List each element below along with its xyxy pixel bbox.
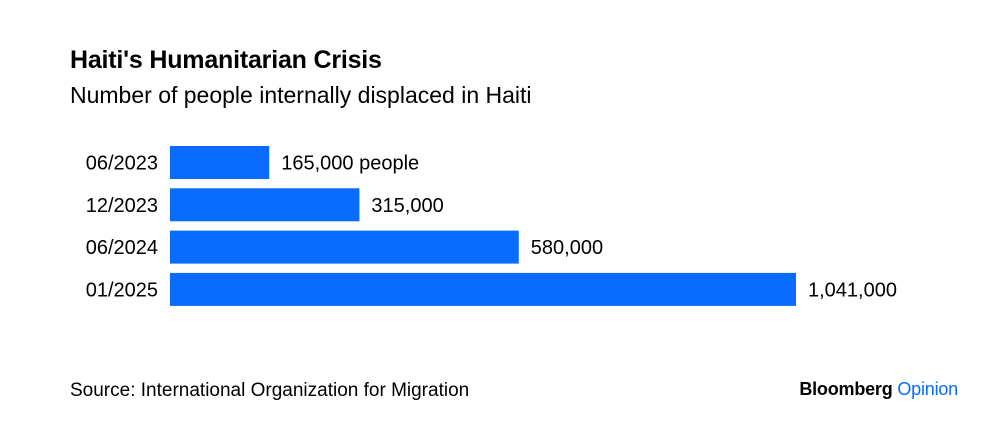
category-label: 01/2025	[86, 279, 158, 301]
bar	[170, 230, 519, 264]
value-label: 165,000 people	[281, 153, 419, 175]
chart-subtitle: Number of people internally displaced in…	[70, 82, 532, 108]
chart-title: Haiti's Humanitarian Crisis	[70, 46, 382, 74]
bar	[170, 146, 270, 179]
bloomberg-opinion-logo: Bloomberg Opinion	[799, 379, 958, 400]
brand-secondary: Opinion	[897, 379, 958, 399]
value-label: 580,000	[531, 237, 603, 259]
bar	[170, 272, 796, 306]
category-label: 06/2023	[86, 153, 158, 175]
source-note: Source: International Organization for M…	[70, 380, 470, 401]
category-label: 12/2023	[86, 195, 158, 217]
value-label: 1,041,000	[808, 279, 897, 301]
bar	[170, 188, 360, 222]
value-label: 315,000	[371, 195, 443, 217]
brand-primary: Bloomberg	[799, 379, 893, 399]
category-label: 06/2024	[86, 237, 158, 259]
